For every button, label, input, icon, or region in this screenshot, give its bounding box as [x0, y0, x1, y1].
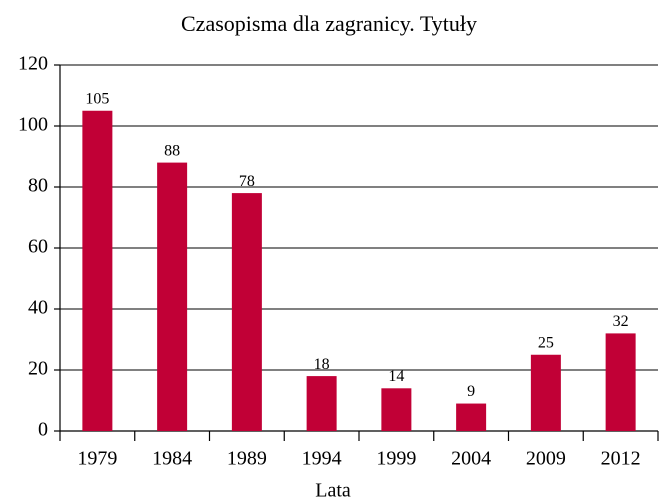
y-tick-label: 80 — [28, 175, 48, 197]
value-label: 14 — [388, 368, 404, 385]
bar — [157, 162, 188, 431]
x-tick-label: 1979 — [77, 448, 117, 470]
value-label: 25 — [538, 334, 554, 351]
bar — [306, 376, 337, 431]
bar — [231, 193, 262, 431]
y-tick-label: 0 — [38, 419, 48, 441]
x-tick-label: 1984 — [152, 448, 192, 470]
value-label: 9 — [467, 383, 475, 400]
value-label: 105 — [85, 90, 109, 107]
bar — [605, 333, 636, 431]
bar — [381, 388, 412, 431]
x-tick-label: 1999 — [376, 448, 416, 470]
value-label: 18 — [314, 356, 330, 373]
chart-title: Czasopisma dla zagranicy. Tytuły — [181, 11, 477, 36]
y-tick-label: 40 — [28, 297, 48, 319]
bar — [82, 110, 113, 431]
x-tick-label: 2012 — [601, 448, 641, 470]
value-label: 32 — [613, 313, 629, 330]
x-tick-label: 2004 — [451, 448, 491, 470]
x-axis-label: Lata — [315, 480, 351, 502]
y-tick-label: 60 — [28, 236, 48, 258]
x-tick-label: 1989 — [227, 448, 267, 470]
value-label: 78 — [239, 173, 255, 190]
y-tick-label: 120 — [18, 53, 48, 75]
x-tick-label: 1994 — [302, 448, 342, 470]
y-tick-label: 20 — [28, 358, 48, 380]
bar — [530, 354, 561, 431]
bar — [456, 403, 487, 431]
y-tick-label: 100 — [18, 114, 48, 136]
value-label: 88 — [164, 142, 180, 159]
x-tick-label: 2009 — [526, 448, 566, 470]
